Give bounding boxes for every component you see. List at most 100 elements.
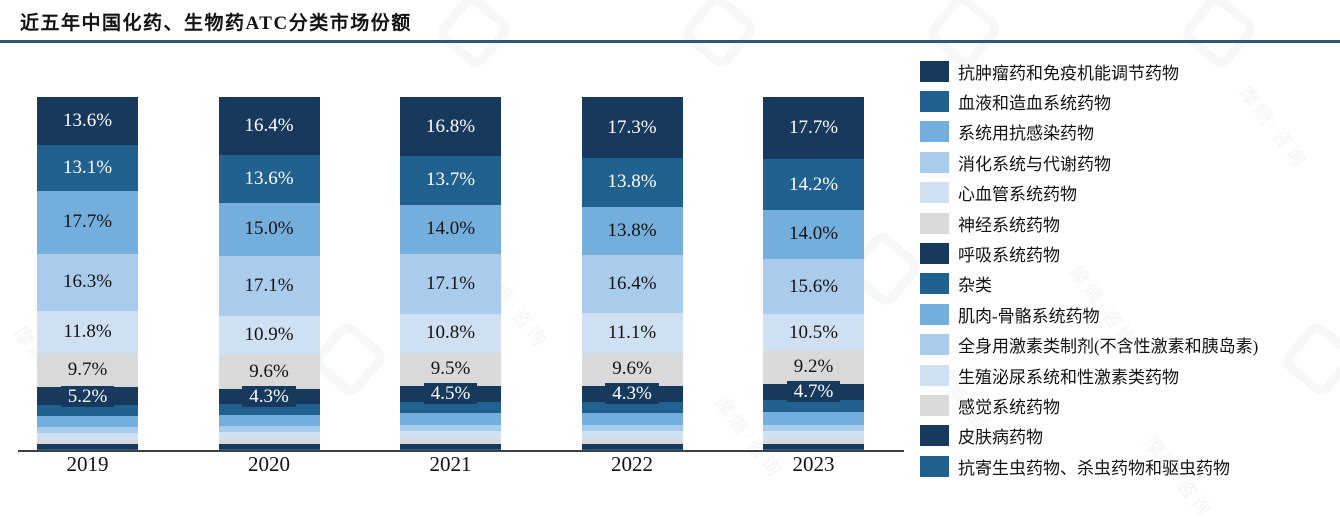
legend-swatch-icon [920, 91, 949, 113]
legend-label: 肌肉-骨骼系统药物 [958, 306, 1100, 326]
segment-value-label: 17.7% [62, 211, 113, 233]
bar-2020-segment-4: 17.1% [218, 255, 320, 317]
segment-value-label: 4.3% [242, 385, 296, 407]
bar-2023-segment-2: 14.2% [763, 159, 864, 210]
bar-2021-segment-7: 4.5% [400, 383, 501, 405]
bar-2021-segment-4: 17.1% [400, 254, 501, 315]
legend-swatch-icon [920, 182, 949, 204]
legend-item-14: 抗寄生虫药物、杀虫药物和驱虫药物 [920, 451, 1340, 481]
bar-2023-segment-6: 9.2% [763, 351, 864, 384]
bar-2022: 17.3% 13.8% 13.8% 16.4% 11.1% 9.6% 4.3% [581, 97, 683, 450]
bar-2020-segment-7: 4.3% [218, 385, 320, 407]
legend-item-12: 感觉系统药物 [920, 390, 1340, 420]
bar-2023-segment-7: 4.7% [763, 381, 864, 403]
bar-2021-segment-5: 10.8% [400, 314, 501, 353]
segment-value-label: 15.0% [244, 218, 294, 240]
legend: 抗肿瘤药和免疫机能调节药物 血液和造血系统药物 系统用抗感染药物 消化系统与代谢药物心… [920, 56, 1340, 481]
segment-value-label: 14.0% [788, 223, 839, 245]
segment-value-label: 13.7% [425, 169, 476, 191]
bar-2023-segment-3: 14.0% [763, 209, 864, 259]
title-underline [0, 40, 1340, 43]
segment-value-label: 5.2% [60, 385, 115, 407]
bar-2021-segment-11 [400, 431, 501, 439]
bar-2020: 16.4% 13.6% 15.0% 17.1% 10.9% 9.6% 4.3% [218, 97, 320, 450]
segment-value-label: 4.5% [423, 383, 478, 405]
legend-swatch-icon [920, 334, 949, 356]
bar-2019-segment-8 [37, 405, 138, 417]
bar-2020-segment-10 [218, 426, 320, 432]
legend-swatch-icon [920, 273, 949, 295]
segment-value-label: 17.3% [607, 116, 657, 138]
legend-swatch-icon [920, 121, 949, 143]
bar-2022-segment-8 [581, 401, 683, 413]
legend-label: 感觉系统药物 [958, 397, 1060, 417]
segment-value-label: 17.1% [425, 273, 476, 295]
segment-value-label: 10.8% [425, 322, 476, 344]
legend-swatch-icon [920, 455, 949, 477]
bar-2019-segment-1: 13.6% [37, 97, 138, 145]
legend-swatch-icon [920, 60, 949, 82]
legend-item-1: 抗肿瘤药和免疫机能调节药物 [920, 56, 1340, 86]
legend-item-9: 肌肉-骨骼系统药物 [920, 299, 1340, 329]
bar-2023-segment-13 [763, 443, 864, 450]
bar-2022-segment-3: 13.8% [581, 206, 683, 256]
segment-value-label: 9.7% [67, 358, 108, 380]
legend-item-8: 杂类 [920, 269, 1340, 299]
legend-label: 消化系统与代谢药物 [958, 154, 1111, 174]
legend-label: 血液和造血系统药物 [958, 94, 1111, 114]
bar-2021-segment-12 [400, 438, 501, 444]
bar-2020-segment-3: 15.0% [218, 202, 320, 256]
bar-2023-segment-5: 10.5% [763, 314, 864, 352]
legend-label: 系统用抗感染药物 [958, 124, 1094, 144]
segment-value-label: 16.8% [425, 115, 476, 137]
bar-2019-segment-10 [37, 427, 138, 433]
segment-value-label: 4.7% [786, 381, 841, 403]
bar-2022-segment-1: 17.3% [581, 97, 683, 159]
segment-value-label: 13.6% [62, 110, 113, 131]
x-axis-label-2019: 2019 [66, 452, 109, 476]
bar-2020-segment-8 [218, 403, 320, 415]
bar-2023-segment-11 [763, 430, 864, 439]
segment-value-label: 13.8% [607, 220, 657, 242]
legend-swatch-icon [920, 151, 949, 173]
bar-2022-segment-9 [581, 412, 683, 426]
bar-2019-segment-6: 9.7% [37, 352, 138, 388]
bar-2019-segment-4: 16.3% [37, 253, 138, 312]
bar-2019-segment-14 [37, 449, 138, 450]
legend-swatch-icon [920, 243, 949, 265]
bar-2019-segment-2: 13.1% [37, 145, 138, 192]
bar-2019-segment-13 [37, 443, 138, 450]
bar-2023: 17.7% 14.2% 14.0% 15.6% 10.5% 9.2% 4.7% [763, 97, 864, 450]
bar-2019-segment-3: 17.7% [37, 191, 138, 254]
x-axis-label-2022: 2022 [611, 452, 653, 476]
bar-2023-segment-9 [763, 411, 864, 425]
legend-item-13: 皮肤病药物 [920, 421, 1340, 451]
bar-2022-segment-2: 13.8% [581, 158, 683, 207]
chart-area: 13.6% 13.1% 17.7% 16.3% 11.8% 9.7% 5.2% 2019 16.… [18, 97, 904, 476]
x-axis-label-2021: 2021 [429, 452, 472, 476]
legend-label: 神经系统药物 [958, 215, 1060, 235]
legend-label: 生殖泌尿系统和性激素类药物 [958, 367, 1179, 387]
bar-2023-segment-14 [763, 449, 864, 450]
legend-item-10: 全身用激素类制剂(不含性激素和胰岛素) [920, 330, 1340, 360]
bar-2023-segment-10 [763, 424, 864, 431]
legend-label: 抗肿瘤药和免疫机能调节药物 [958, 63, 1179, 83]
bar-2019-segment-5: 11.8% [37, 311, 138, 353]
bar-2021: 16.8% 13.7% 14.0% 17.1% 10.8% 9.5% 4.5% [400, 97, 501, 450]
x-axis-label-2023: 2023 [792, 452, 835, 476]
legend-label: 呼吸系统药物 [958, 246, 1060, 266]
bar-2021-segment-6: 9.5% [400, 352, 501, 387]
bar-2021-segment-14 [400, 449, 501, 450]
segment-value-label: 9.2% [793, 356, 834, 378]
legend-label: 心血管系统药物 [958, 185, 1077, 205]
segment-value-label: 14.2% [788, 173, 839, 195]
bar-2023-segment-4: 15.6% [763, 259, 864, 315]
bar-2020-segment-12 [218, 439, 320, 444]
segment-value-label: 10.5% [788, 321, 839, 343]
legend-swatch-icon [920, 212, 949, 234]
bar-2022-segment-14 [581, 449, 683, 450]
bar-2020-segment-1: 16.4% [218, 97, 320, 155]
bar-2021-segment-8 [400, 401, 501, 414]
bar-2023-segment-8 [763, 400, 864, 412]
legend-item-2: 血液和造血系统药物 [920, 86, 1340, 116]
